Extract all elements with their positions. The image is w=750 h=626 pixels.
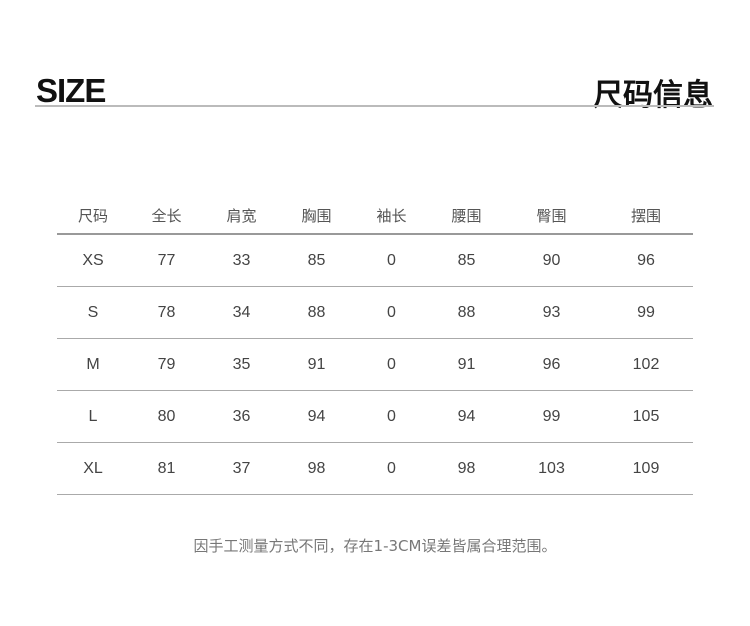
- table-cell: 103: [504, 442, 599, 495]
- table-cell: M: [57, 338, 129, 391]
- column-header: 肩宽: [204, 197, 279, 235]
- table-cell: 99: [599, 286, 693, 339]
- table-cell: 35: [204, 338, 279, 391]
- table-cell: 93: [504, 286, 599, 339]
- title-size-info: 尺码信息: [593, 78, 713, 113]
- measurement-note: 因手工测量方式不同，存在1-3CM误差皆属合理范围。: [193, 537, 557, 555]
- table-cell: 0: [354, 338, 429, 391]
- column-header: 摆围: [599, 197, 693, 235]
- table-cell: 0: [354, 234, 429, 287]
- table-cell: 79: [129, 338, 204, 391]
- column-header: 臀围: [504, 197, 599, 235]
- table-header-row: 尺码 全长 肩宽 胸围 袖长 腰围 臀围 摆围: [57, 197, 693, 235]
- title-divider: [35, 105, 714, 107]
- table-cell: 96: [504, 338, 599, 391]
- table-cell: 91: [279, 338, 354, 391]
- table-cell: 91: [429, 338, 504, 391]
- table-row: XL 81 37 98 0 98 103 109: [57, 442, 693, 495]
- table-row: S 78 34 88 0 88 93 99: [57, 286, 693, 339]
- table-cell: XS: [57, 234, 129, 287]
- table-cell: 34: [204, 286, 279, 339]
- column-header: 尺码: [57, 197, 129, 235]
- table-cell: 36: [204, 390, 279, 443]
- table-cell: 96: [599, 234, 693, 287]
- table-cell: 0: [354, 442, 429, 495]
- table-cell: 94: [429, 390, 504, 443]
- table-cell: 105: [599, 390, 693, 443]
- table-cell: 88: [429, 286, 504, 339]
- table-cell: XL: [57, 442, 129, 495]
- table-cell: 77: [129, 234, 204, 287]
- table-cell: 78: [129, 286, 204, 339]
- table-cell: 85: [429, 234, 504, 287]
- table-cell: L: [57, 390, 129, 443]
- size-table: 尺码 全长 肩宽 胸围 袖长 腰围 臀围 摆围 XS 77 33 85 0 85 90 96 S 78 34 88 0…: [57, 197, 693, 495]
- table-row: M 79 35 91 0 91 96 102: [57, 338, 693, 391]
- table-cell: 102: [599, 338, 693, 391]
- table-cell: 88: [279, 286, 354, 339]
- table-cell: 0: [354, 286, 429, 339]
- table-cell: 94: [279, 390, 354, 443]
- table-cell: 90: [504, 234, 599, 287]
- column-header: 胸围: [279, 197, 354, 235]
- table-cell: 81: [129, 442, 204, 495]
- table-cell: 37: [204, 442, 279, 495]
- column-header: 腰围: [429, 197, 504, 235]
- table-row: L 80 36 94 0 94 99 105: [57, 390, 693, 443]
- table-cell: 109: [599, 442, 693, 495]
- table-cell: 98: [279, 442, 354, 495]
- column-header: 全长: [129, 197, 204, 235]
- table-cell: 80: [129, 390, 204, 443]
- table-cell: 33: [204, 234, 279, 287]
- table-cell: 0: [354, 390, 429, 443]
- table-row: XS 77 33 85 0 85 90 96: [57, 234, 693, 287]
- table-cell: 99: [504, 390, 599, 443]
- table-cell: 98: [429, 442, 504, 495]
- table-cell: S: [57, 286, 129, 339]
- column-header: 袖长: [354, 197, 429, 235]
- table-cell: 85: [279, 234, 354, 287]
- title-size: SIZE: [36, 72, 106, 109]
